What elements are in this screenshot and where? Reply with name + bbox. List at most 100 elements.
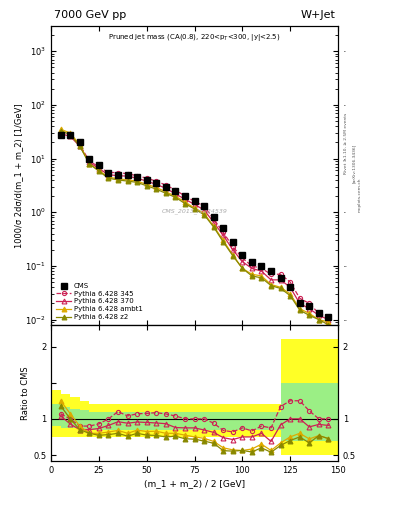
Pythia 6.428 370: [173, 191, 178, 197]
Pythia 6.428 370: [97, 165, 101, 172]
Pythia 6.428 345: [144, 175, 149, 181]
Pythia 6.428 370: [250, 265, 254, 271]
Pythia 6.428 ambt1: [125, 177, 130, 183]
Pythia 6.428 345: [97, 164, 101, 170]
Pythia 6.428 z2: [125, 178, 130, 184]
Pythia 6.428 ambt1: [307, 310, 312, 316]
CMS: [230, 239, 235, 245]
Y-axis label: 1000/σ 2dσ/d(m_1 + m_2) [1/GeV]: 1000/σ 2dσ/d(m_1 + m_2) [1/GeV]: [14, 103, 23, 247]
Pythia 6.428 z2: [259, 275, 264, 281]
Pythia 6.428 370: [58, 131, 63, 137]
Pythia 6.428 370: [68, 133, 73, 139]
Line: Pythia 6.428 z2: Pythia 6.428 z2: [58, 129, 331, 327]
Pythia 6.428 z2: [154, 186, 159, 192]
Pythia 6.428 ambt1: [77, 142, 82, 148]
Pythia 6.428 ambt1: [163, 189, 168, 195]
Pythia 6.428 370: [278, 277, 283, 283]
X-axis label: (m_1 + m_2) / 2 [GeV]: (m_1 + m_2) / 2 [GeV]: [144, 479, 245, 488]
Pythia 6.428 ambt1: [68, 130, 73, 136]
Pythia 6.428 z2: [288, 292, 292, 298]
CMS: [288, 284, 292, 290]
CMS: [307, 303, 312, 309]
Pythia 6.428 345: [58, 130, 63, 136]
Pythia 6.428 z2: [116, 177, 120, 183]
Pythia 6.428 345: [288, 279, 292, 285]
Pythia 6.428 ambt1: [183, 199, 187, 205]
CMS: [97, 162, 101, 168]
CMS: [183, 193, 187, 199]
Pythia 6.428 z2: [97, 168, 101, 175]
Pythia 6.428 ambt1: [58, 126, 63, 133]
CMS: [240, 252, 245, 258]
Pythia 6.428 ambt1: [202, 210, 206, 217]
Pythia 6.428 z2: [307, 312, 312, 318]
Pythia 6.428 ambt1: [259, 273, 264, 279]
Pythia 6.428 ambt1: [173, 193, 178, 199]
Pythia 6.428 z2: [240, 265, 245, 271]
Pythia 6.428 370: [144, 178, 149, 184]
Pythia 6.428 370: [211, 219, 216, 225]
Pythia 6.428 345: [250, 263, 254, 269]
CMS: [269, 268, 274, 274]
Pythia 6.428 ambt1: [106, 174, 111, 180]
Text: mcplots.cern.ch: mcplots.cern.ch: [358, 177, 362, 212]
Pythia 6.428 ambt1: [192, 205, 197, 211]
Pythia 6.428 345: [298, 295, 302, 301]
Pythia 6.428 z2: [77, 143, 82, 150]
Pythia 6.428 z2: [326, 322, 331, 328]
Pythia 6.428 370: [298, 301, 302, 307]
Pythia 6.428 370: [307, 306, 312, 312]
CMS: [173, 188, 178, 194]
CMS: [326, 314, 331, 321]
Line: Pythia 6.428 345: Pythia 6.428 345: [59, 131, 331, 319]
CMS: [154, 180, 159, 186]
Pythia 6.428 370: [154, 181, 159, 187]
CMS: [259, 263, 264, 269]
Pythia 6.428 z2: [211, 224, 216, 230]
Pythia 6.428 370: [116, 173, 120, 179]
Pythia 6.428 345: [269, 271, 274, 278]
Pythia 6.428 370: [316, 312, 321, 318]
CMS: [58, 132, 63, 138]
Pythia 6.428 370: [87, 159, 92, 165]
Pythia 6.428 370: [183, 196, 187, 202]
Pythia 6.428 370: [230, 247, 235, 253]
Pythia 6.428 345: [278, 271, 283, 278]
Pythia 6.428 z2: [163, 190, 168, 197]
Pythia 6.428 345: [106, 169, 111, 176]
Pythia 6.428 z2: [298, 307, 302, 313]
Pythia 6.428 345: [183, 193, 187, 199]
CMS: [202, 203, 206, 209]
Pythia 6.428 345: [240, 255, 245, 261]
CMS: [298, 301, 302, 307]
Pythia 6.428 ambt1: [250, 271, 254, 278]
Line: Pythia 6.428 ambt1: Pythia 6.428 ambt1: [58, 127, 331, 325]
Pythia 6.428 ambt1: [87, 161, 92, 167]
Pythia 6.428 z2: [202, 211, 206, 218]
CMS: [125, 172, 130, 178]
Pythia 6.428 345: [135, 173, 140, 179]
Pythia 6.428 370: [106, 172, 111, 178]
Pythia 6.428 ambt1: [211, 223, 216, 229]
Pythia 6.428 370: [192, 201, 197, 207]
Pythia 6.428 ambt1: [221, 237, 226, 243]
Text: Pruned jet mass (CA(0.8), 220<p$_T$<300, |y|<2.5): Pruned jet mass (CA(0.8), 220<p$_T$<300,…: [108, 32, 281, 42]
Pythia 6.428 z2: [269, 283, 274, 289]
Line: Pythia 6.428 370: Pythia 6.428 370: [58, 131, 331, 322]
Pythia 6.428 z2: [173, 194, 178, 200]
Pythia 6.428 345: [192, 198, 197, 204]
Text: W+Jet: W+Jet: [300, 10, 335, 19]
Pythia 6.428 345: [173, 187, 178, 193]
Pythia 6.428 345: [154, 178, 159, 184]
Pythia 6.428 z2: [221, 239, 226, 245]
Pythia 6.428 370: [135, 175, 140, 181]
Pythia 6.428 370: [163, 185, 168, 191]
Pythia 6.428 z2: [250, 273, 254, 279]
Pythia 6.428 z2: [316, 316, 321, 323]
CMS: [77, 139, 82, 145]
Text: CMS_2013_I1224539: CMS_2013_I1224539: [162, 208, 228, 214]
CMS: [116, 172, 120, 178]
Pythia 6.428 370: [288, 284, 292, 290]
Pythia 6.428 z2: [230, 252, 235, 259]
Pythia 6.428 370: [240, 259, 245, 265]
